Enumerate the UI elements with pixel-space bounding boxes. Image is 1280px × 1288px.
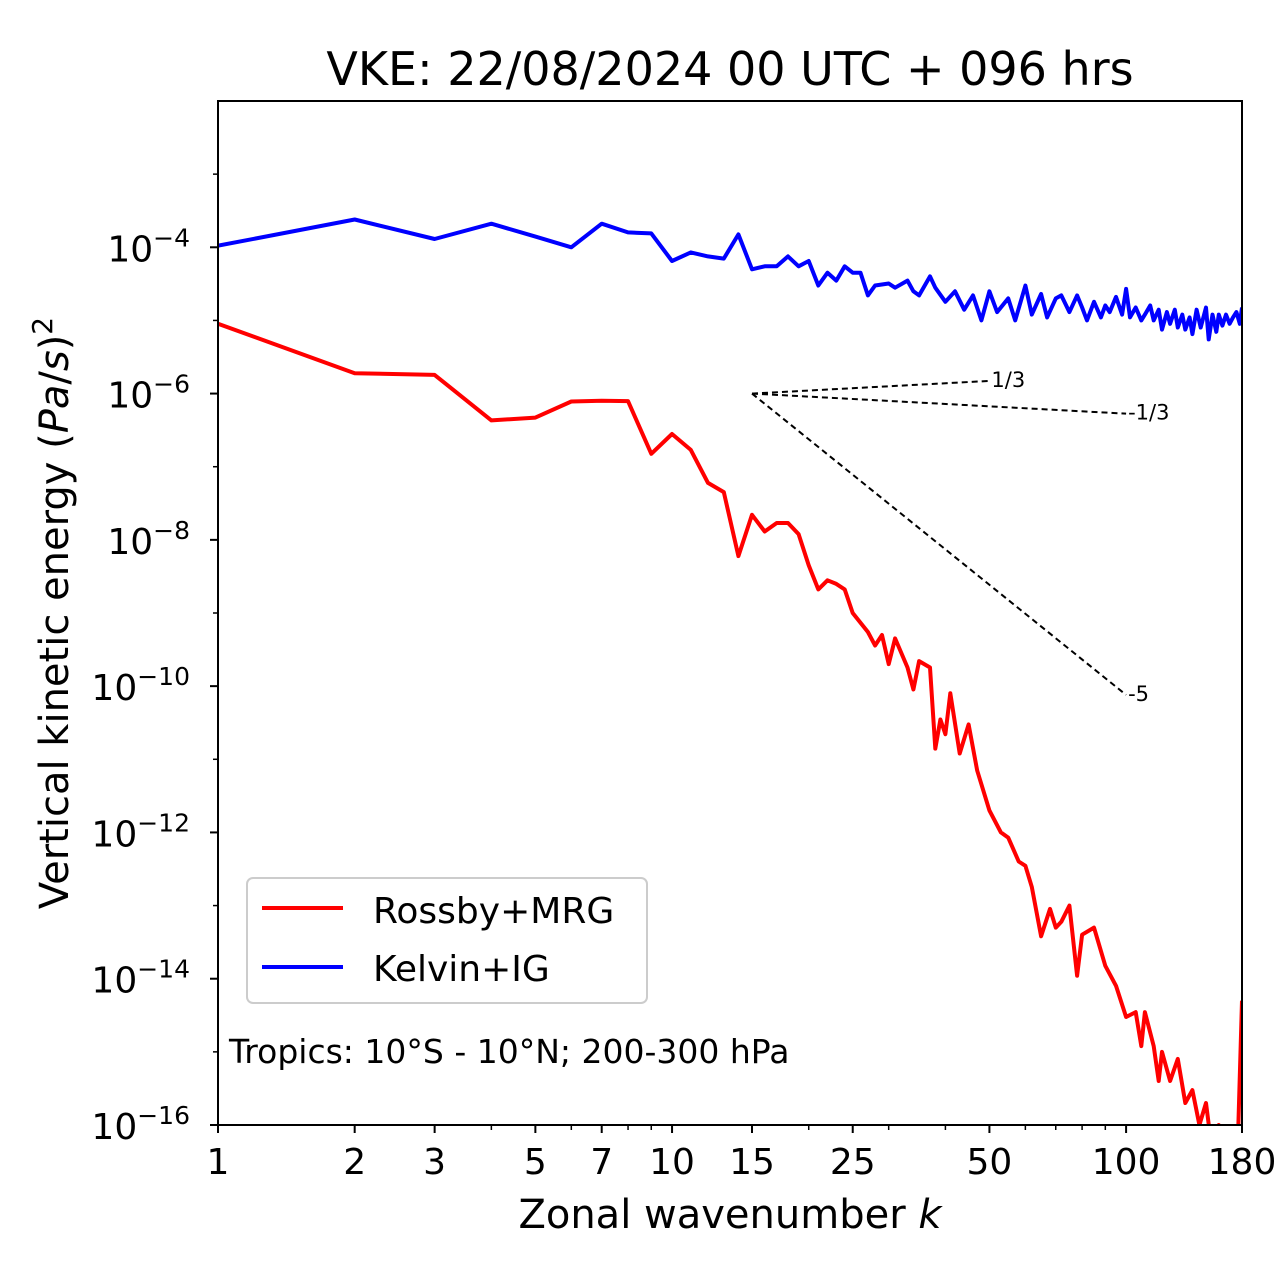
y-tick-label: 10−4 [107,223,190,270]
x-tick-label: 100 [1092,1142,1161,1183]
series-line [218,321,1242,1125]
reference-slope-lines [751,379,1127,696]
legend-label-rossby: Rossby+MRG [373,891,614,932]
y-tick-label: 10−8 [107,516,190,563]
y-tick-label: 10−14 [91,955,190,1002]
reference-line [751,392,1127,415]
y-tick-label: 10−12 [91,808,190,855]
reference-line-label: -1/3 [1128,401,1169,425]
reference-line-label: -5 [1128,682,1149,706]
reference-slope-labels: 1/3 -1/3 -5 [991,368,1169,706]
x-tick-label: 15 [729,1142,775,1183]
x-tick-label: 7 [590,1142,613,1183]
x-tick-label: 10 [649,1142,695,1183]
reference-line [751,392,1127,696]
x-axis-label: Zonal wavenumber k [518,1192,943,1238]
series-line [218,217,1242,342]
legend-label-kelvin: Kelvin+IG [373,949,550,990]
reference-line-label: 1/3 [991,368,1025,392]
region-annotation: Tropics: 10°S - 10°N; 200-300 hPa [228,1032,789,1071]
y-tick-label: 10−10 [91,662,190,709]
x-tick-label: 50 [967,1142,1013,1183]
legend: Rossby+MRG Kelvin+IG [246,877,648,1004]
series-lines [218,217,1242,1125]
y-tick-label: 10−6 [107,370,190,417]
x-tick-label: 180 [1208,1142,1277,1183]
legend-box [246,877,648,1004]
plot-area [218,217,1242,1125]
x-tick-label: 2 [343,1142,366,1183]
y-axis-label: Vertical kinetic energy (Pa/s)2 [26,317,78,909]
x-tick-label: 5 [524,1142,547,1183]
y-axis-ticks: 10−4 10−6 10−8 10−10 10−12 10−14 10−16 [91,173,218,1148]
x-tick-label: 1 [207,1142,230,1183]
reference-line [751,379,990,395]
x-tick-label: 25 [830,1142,876,1183]
plot-frame [217,100,1243,1126]
x-tick-label: 3 [423,1142,446,1183]
chart-title: VKE: 22/08/2024 00 UTC + 096 hrs [326,42,1133,96]
x-axis-ticks: 1 2 3 5 7 10 15 25 50 100 180 [207,1125,1277,1183]
y-tick-label: 10−16 [91,1101,190,1148]
